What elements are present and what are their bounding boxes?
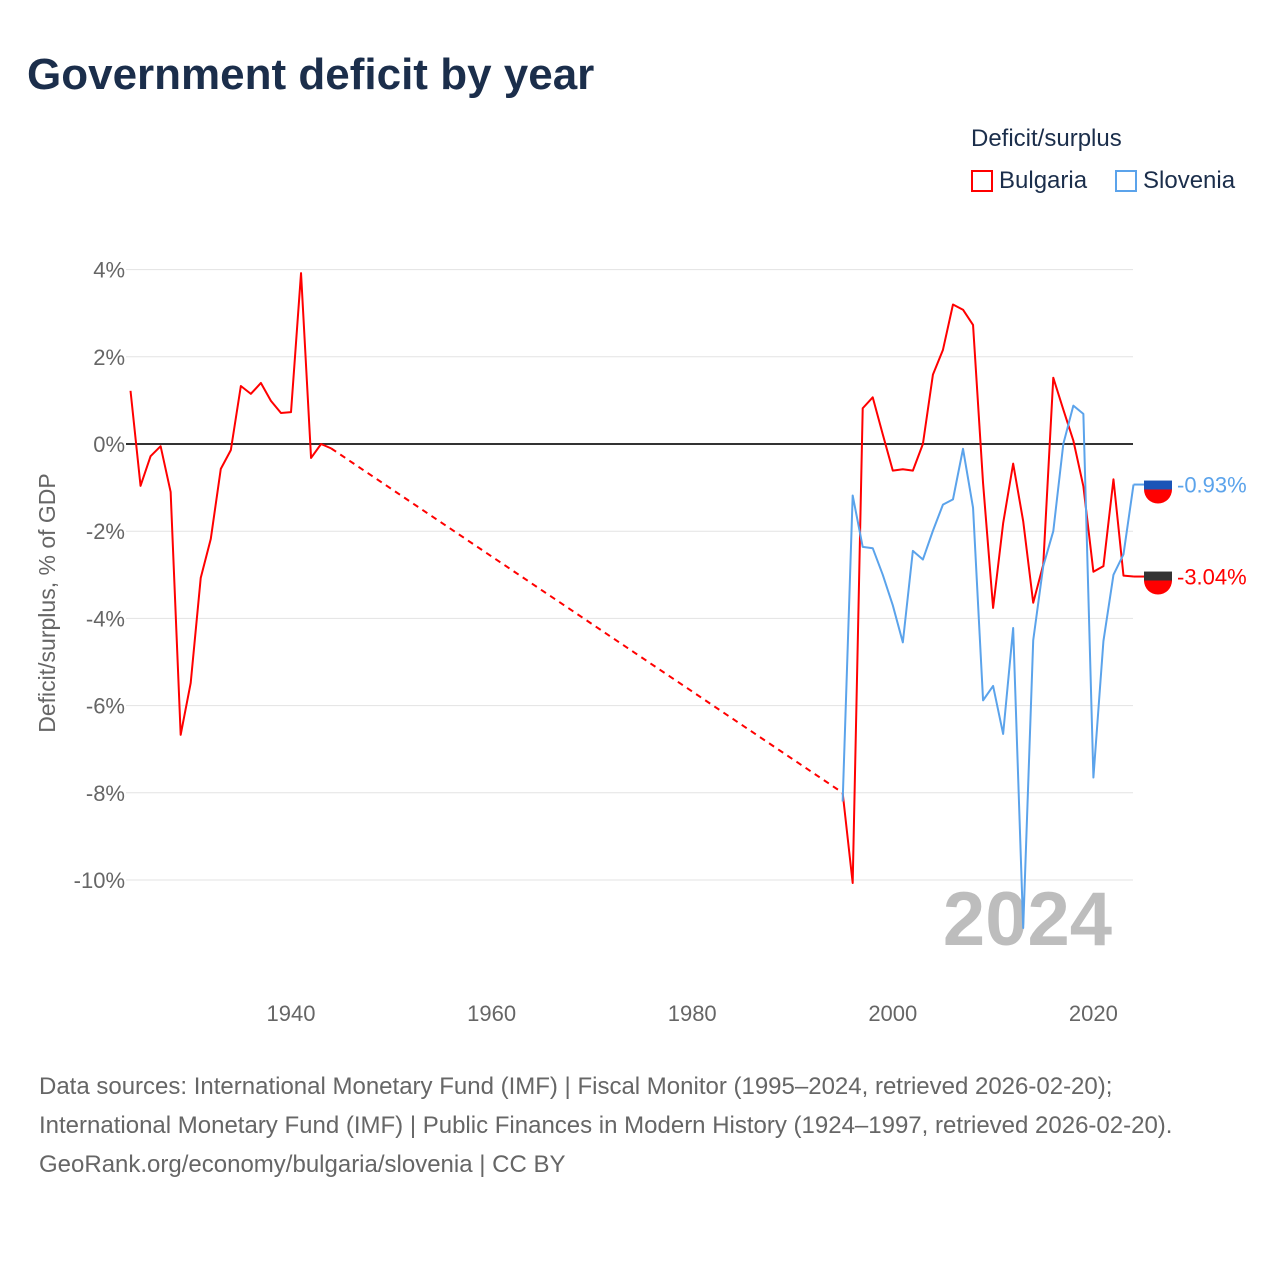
end-value-label: -3.04% [1177, 565, 1247, 590]
y-tick-label: -4% [86, 606, 125, 631]
y-axis-label: Deficit/surplus, % of GDP [34, 473, 60, 732]
y-tick-label: 4% [93, 258, 125, 283]
x-tick-label: 2020 [1069, 1001, 1118, 1026]
legend-item-bulgaria[interactable]: Bulgaria [971, 167, 1087, 195]
flag-slovenia-icon [1144, 467, 1172, 482]
end-value-label: -0.93% [1177, 473, 1247, 498]
y-tick-label: -10% [74, 868, 125, 893]
series-line-bulgaria [129, 272, 332, 736]
data-sources: Data sources: International Monetary Fun… [39, 1073, 1173, 1139]
y-tick-label: -2% [86, 519, 125, 544]
footer: Data sources: International Monetary Fun… [39, 1067, 1239, 1184]
legend-swatch [1115, 170, 1137, 192]
legend-label: Slovenia [1143, 167, 1236, 194]
legend-label: Bulgaria [999, 167, 1088, 194]
year-label: 2024 [943, 877, 1112, 962]
line-chart: 4% 2% 0% -2% -4% -6% -8% -10% 1940 1960 1980 2000 20… [34, 258, 1247, 1026]
legend-item-slovenia[interactable]: Slovenia [1115, 167, 1235, 195]
x-tick-label: 1980 [668, 1001, 717, 1026]
series-line-bulgaria [841, 303, 1134, 885]
gap-line-bulgaria [330, 447, 844, 794]
x-tick-label: 1940 [267, 1001, 316, 1026]
y-tick-label: 0% [93, 432, 125, 457]
credit-link[interactable]: GeoRank.org/economy/bulgaria/slovenia | … [39, 1151, 566, 1178]
page-title: Government deficit by year [27, 50, 595, 99]
y-tick-label: 2% [93, 345, 125, 370]
flag-slovenia-icon [1144, 480, 1172, 490]
flag-bulgaria-icon [1144, 571, 1172, 582]
legend-title: Deficit/surplus [971, 125, 1122, 152]
flag-slovenia-icon [1144, 489, 1172, 504]
x-tick-label: 1960 [467, 1001, 516, 1026]
y-tick-label: -6% [86, 694, 125, 719]
legend-swatch [971, 170, 993, 192]
flag-bulgaria-icon [1144, 580, 1172, 595]
y-tick-label: -8% [86, 781, 125, 806]
series-line-slovenia [841, 404, 1135, 929]
x-tick-label: 2000 [868, 1001, 917, 1026]
flag-bulgaria-icon [1144, 562, 1172, 572]
